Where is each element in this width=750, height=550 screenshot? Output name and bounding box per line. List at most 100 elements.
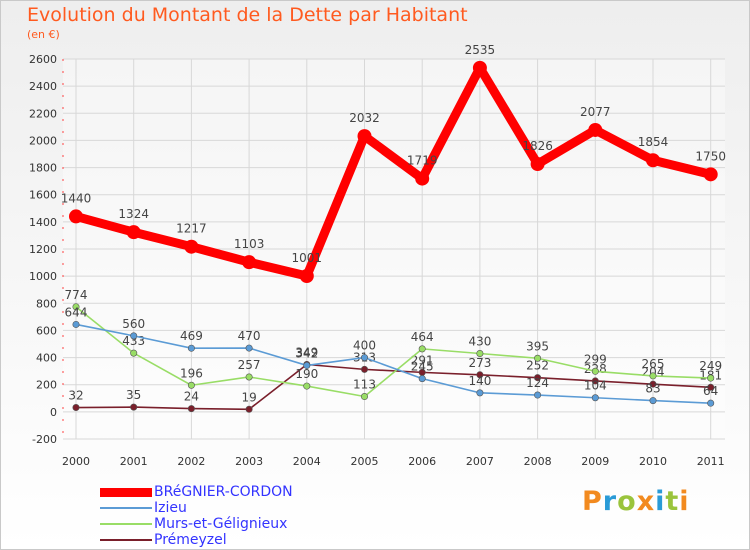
data-point <box>303 361 311 369</box>
legend-label: Izieu <box>154 500 187 516</box>
data-label: 349 <box>295 345 318 359</box>
data-label: 774 <box>65 288 88 302</box>
data-point <box>242 255 257 270</box>
series-line <box>71 63 716 281</box>
data-point <box>72 404 80 412</box>
data-point <box>418 345 426 353</box>
data-label: 124 <box>526 376 549 390</box>
data-label: 140 <box>468 374 491 388</box>
data-label: 1103 <box>234 237 265 251</box>
data-label: 265 <box>642 357 665 371</box>
data-point <box>707 399 715 407</box>
legend-swatch <box>100 507 152 509</box>
x-tick-label: 2004 <box>293 455 321 468</box>
data-label: 470 <box>238 329 261 343</box>
data-label: 245 <box>411 360 434 374</box>
data-point <box>299 269 314 284</box>
data-point <box>591 394 599 402</box>
data-label: 291 <box>411 353 434 367</box>
data-point <box>534 374 542 382</box>
data-point <box>649 397 657 405</box>
data-point <box>245 405 253 413</box>
data-label: 35 <box>126 388 141 402</box>
data-label: 32 <box>68 389 83 403</box>
data-point <box>707 383 715 391</box>
data-label: 1750 <box>695 149 726 163</box>
y-tick-label: 200 <box>36 379 57 392</box>
data-point <box>69 209 83 224</box>
data-label: 2535 <box>465 43 496 57</box>
data-point <box>126 225 141 240</box>
data-label: 1324 <box>118 207 149 221</box>
data-point <box>130 349 138 357</box>
data-point <box>588 122 603 137</box>
logo-letter: i <box>655 486 666 517</box>
x-tick-label: 2008 <box>524 455 552 468</box>
data-point <box>360 354 368 362</box>
x-tick-label: 2001 <box>120 455 148 468</box>
data-label: 113 <box>353 378 376 392</box>
data-label: 469 <box>180 329 203 343</box>
logo-letter: x <box>636 486 656 517</box>
logo-letter: P <box>582 486 603 517</box>
data-label: 64 <box>703 384 718 398</box>
data-label: 273 <box>468 356 491 370</box>
chart-subtitle: (en €) <box>27 28 60 41</box>
y-tick-label: 2400 <box>29 80 57 93</box>
data-label: 1001 <box>292 251 323 265</box>
legend-item: Prémeyzel <box>100 532 360 548</box>
data-point <box>476 371 484 379</box>
data-point <box>476 389 484 397</box>
data-label: 196 <box>180 366 203 380</box>
data-label: 190 <box>295 367 318 381</box>
data-label: 2032 <box>349 111 380 125</box>
y-tick-label: 2000 <box>29 134 57 147</box>
data-point <box>476 349 484 357</box>
data-label: 83 <box>645 382 660 396</box>
y-tick-label: 1000 <box>29 270 57 283</box>
data-point <box>646 153 660 168</box>
data-label: 395 <box>526 339 549 353</box>
x-tick-label: 2010 <box>639 455 667 468</box>
data-point <box>534 354 542 362</box>
data-label: 299 <box>584 352 607 366</box>
data-label: 1440 <box>61 191 92 205</box>
y-tick-label: 0 <box>50 406 57 419</box>
data-label: 464 <box>411 330 434 344</box>
y-tick-label: 1600 <box>29 189 57 202</box>
data-point <box>357 129 372 144</box>
series-Prémeyzel: 32352419349313291273252228204181 <box>68 345 722 413</box>
data-point <box>360 393 368 401</box>
series-line <box>75 306 712 398</box>
x-tick-label: 2002 <box>177 455 205 468</box>
legend-item: Murs-et-Gélignieux <box>100 516 360 532</box>
data-point <box>72 303 80 311</box>
legend-label: BRéGNIER-CORDON <box>154 484 293 500</box>
x-tick-label: 2005 <box>351 455 379 468</box>
data-point <box>360 365 368 373</box>
series-line <box>75 323 712 404</box>
data-label: 1217 <box>176 222 207 236</box>
legend-label: Prémeyzel <box>154 532 227 548</box>
x-tick-label: 2000 <box>62 455 90 468</box>
logo-letter: o <box>617 486 637 517</box>
data-point <box>415 171 430 186</box>
data-point <box>703 167 718 182</box>
data-label: 644 <box>65 305 88 319</box>
data-point <box>245 373 253 381</box>
y-tick-label: 1800 <box>29 162 57 175</box>
y-tick-label: 2600 <box>29 53 57 66</box>
y-tick-label: 1200 <box>29 243 57 256</box>
data-point <box>591 377 599 385</box>
data-point <box>534 391 542 399</box>
x-tick-label: 2007 <box>466 455 494 468</box>
data-label: 257 <box>238 358 261 372</box>
data-label: 1719 <box>407 154 438 168</box>
legend-swatch <box>100 523 152 525</box>
data-label: 19 <box>241 390 256 404</box>
y-tick-label: 1400 <box>29 216 57 229</box>
y-tick-label: 800 <box>36 297 57 310</box>
y-tick-label: 600 <box>36 324 57 337</box>
chart-title: Evolution du Montant de la Dette par Hab… <box>27 4 468 26</box>
